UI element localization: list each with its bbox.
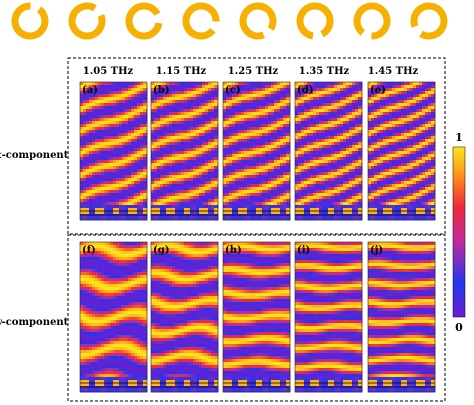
panel-label-a: (a) — [82, 85, 98, 96]
field-panel-f: (f) — [79, 241, 148, 393]
row-label-y: y-component — [0, 317, 69, 328]
row-label-x: x-component — [0, 150, 69, 161]
field-panel-c: (c) — [222, 81, 291, 221]
panel-label-f: (f) — [82, 245, 96, 256]
field-panel-g: (g) — [150, 241, 219, 393]
top-group-box — [67, 57, 446, 235]
colorbar-min-label: 0 — [455, 321, 463, 334]
field-panel-d: (d) — [294, 81, 363, 221]
field-panels: (a) (b) (c) (d) (e) (f) (g) (h) (i) (j) — [79, 81, 436, 393]
split-ring-8 — [410, 2, 448, 40]
split-ring-1 — [11, 2, 49, 40]
freq-label-4: 1.35 THz — [299, 66, 350, 77]
split-ring-2 — [68, 2, 106, 40]
panel-label-d: (d) — [297, 85, 313, 96]
split-ring-4 — [182, 2, 220, 40]
field-panel-a: (a) — [79, 81, 148, 221]
panel-label-g: (g) — [153, 245, 169, 256]
field-panel-b: (b) — [150, 81, 219, 221]
split-ring-7 — [353, 2, 391, 40]
split-ring-6 — [296, 2, 334, 40]
split-ring-resonators — [11, 2, 448, 40]
panel-label-j: (j) — [370, 245, 383, 256]
field-panel-h: (h) — [222, 241, 291, 393]
freq-label-1: 1.05 THz — [83, 66, 134, 77]
colorbar — [452, 146, 466, 318]
field-panel-j: (j) — [367, 241, 436, 393]
panel-label-i: (i) — [297, 245, 310, 256]
freq-label-2: 1.15 THz — [156, 66, 207, 77]
split-ring-3 — [125, 2, 163, 40]
split-ring-5 — [239, 2, 277, 40]
bottom-group-box — [67, 234, 446, 402]
freq-label-5: 1.45 THz — [368, 66, 419, 77]
freq-label-3: 1.25 THz — [228, 66, 279, 77]
colorbar-max-label: 1 — [455, 131, 463, 144]
panel-label-h: (h) — [225, 245, 242, 256]
field-panel-i: (i) — [294, 241, 363, 393]
field-panel-e: (e) — [367, 81, 436, 221]
panel-label-b: (b) — [153, 85, 169, 96]
panel-label-e: (e) — [370, 85, 386, 96]
panel-label-c: (c) — [225, 85, 241, 96]
